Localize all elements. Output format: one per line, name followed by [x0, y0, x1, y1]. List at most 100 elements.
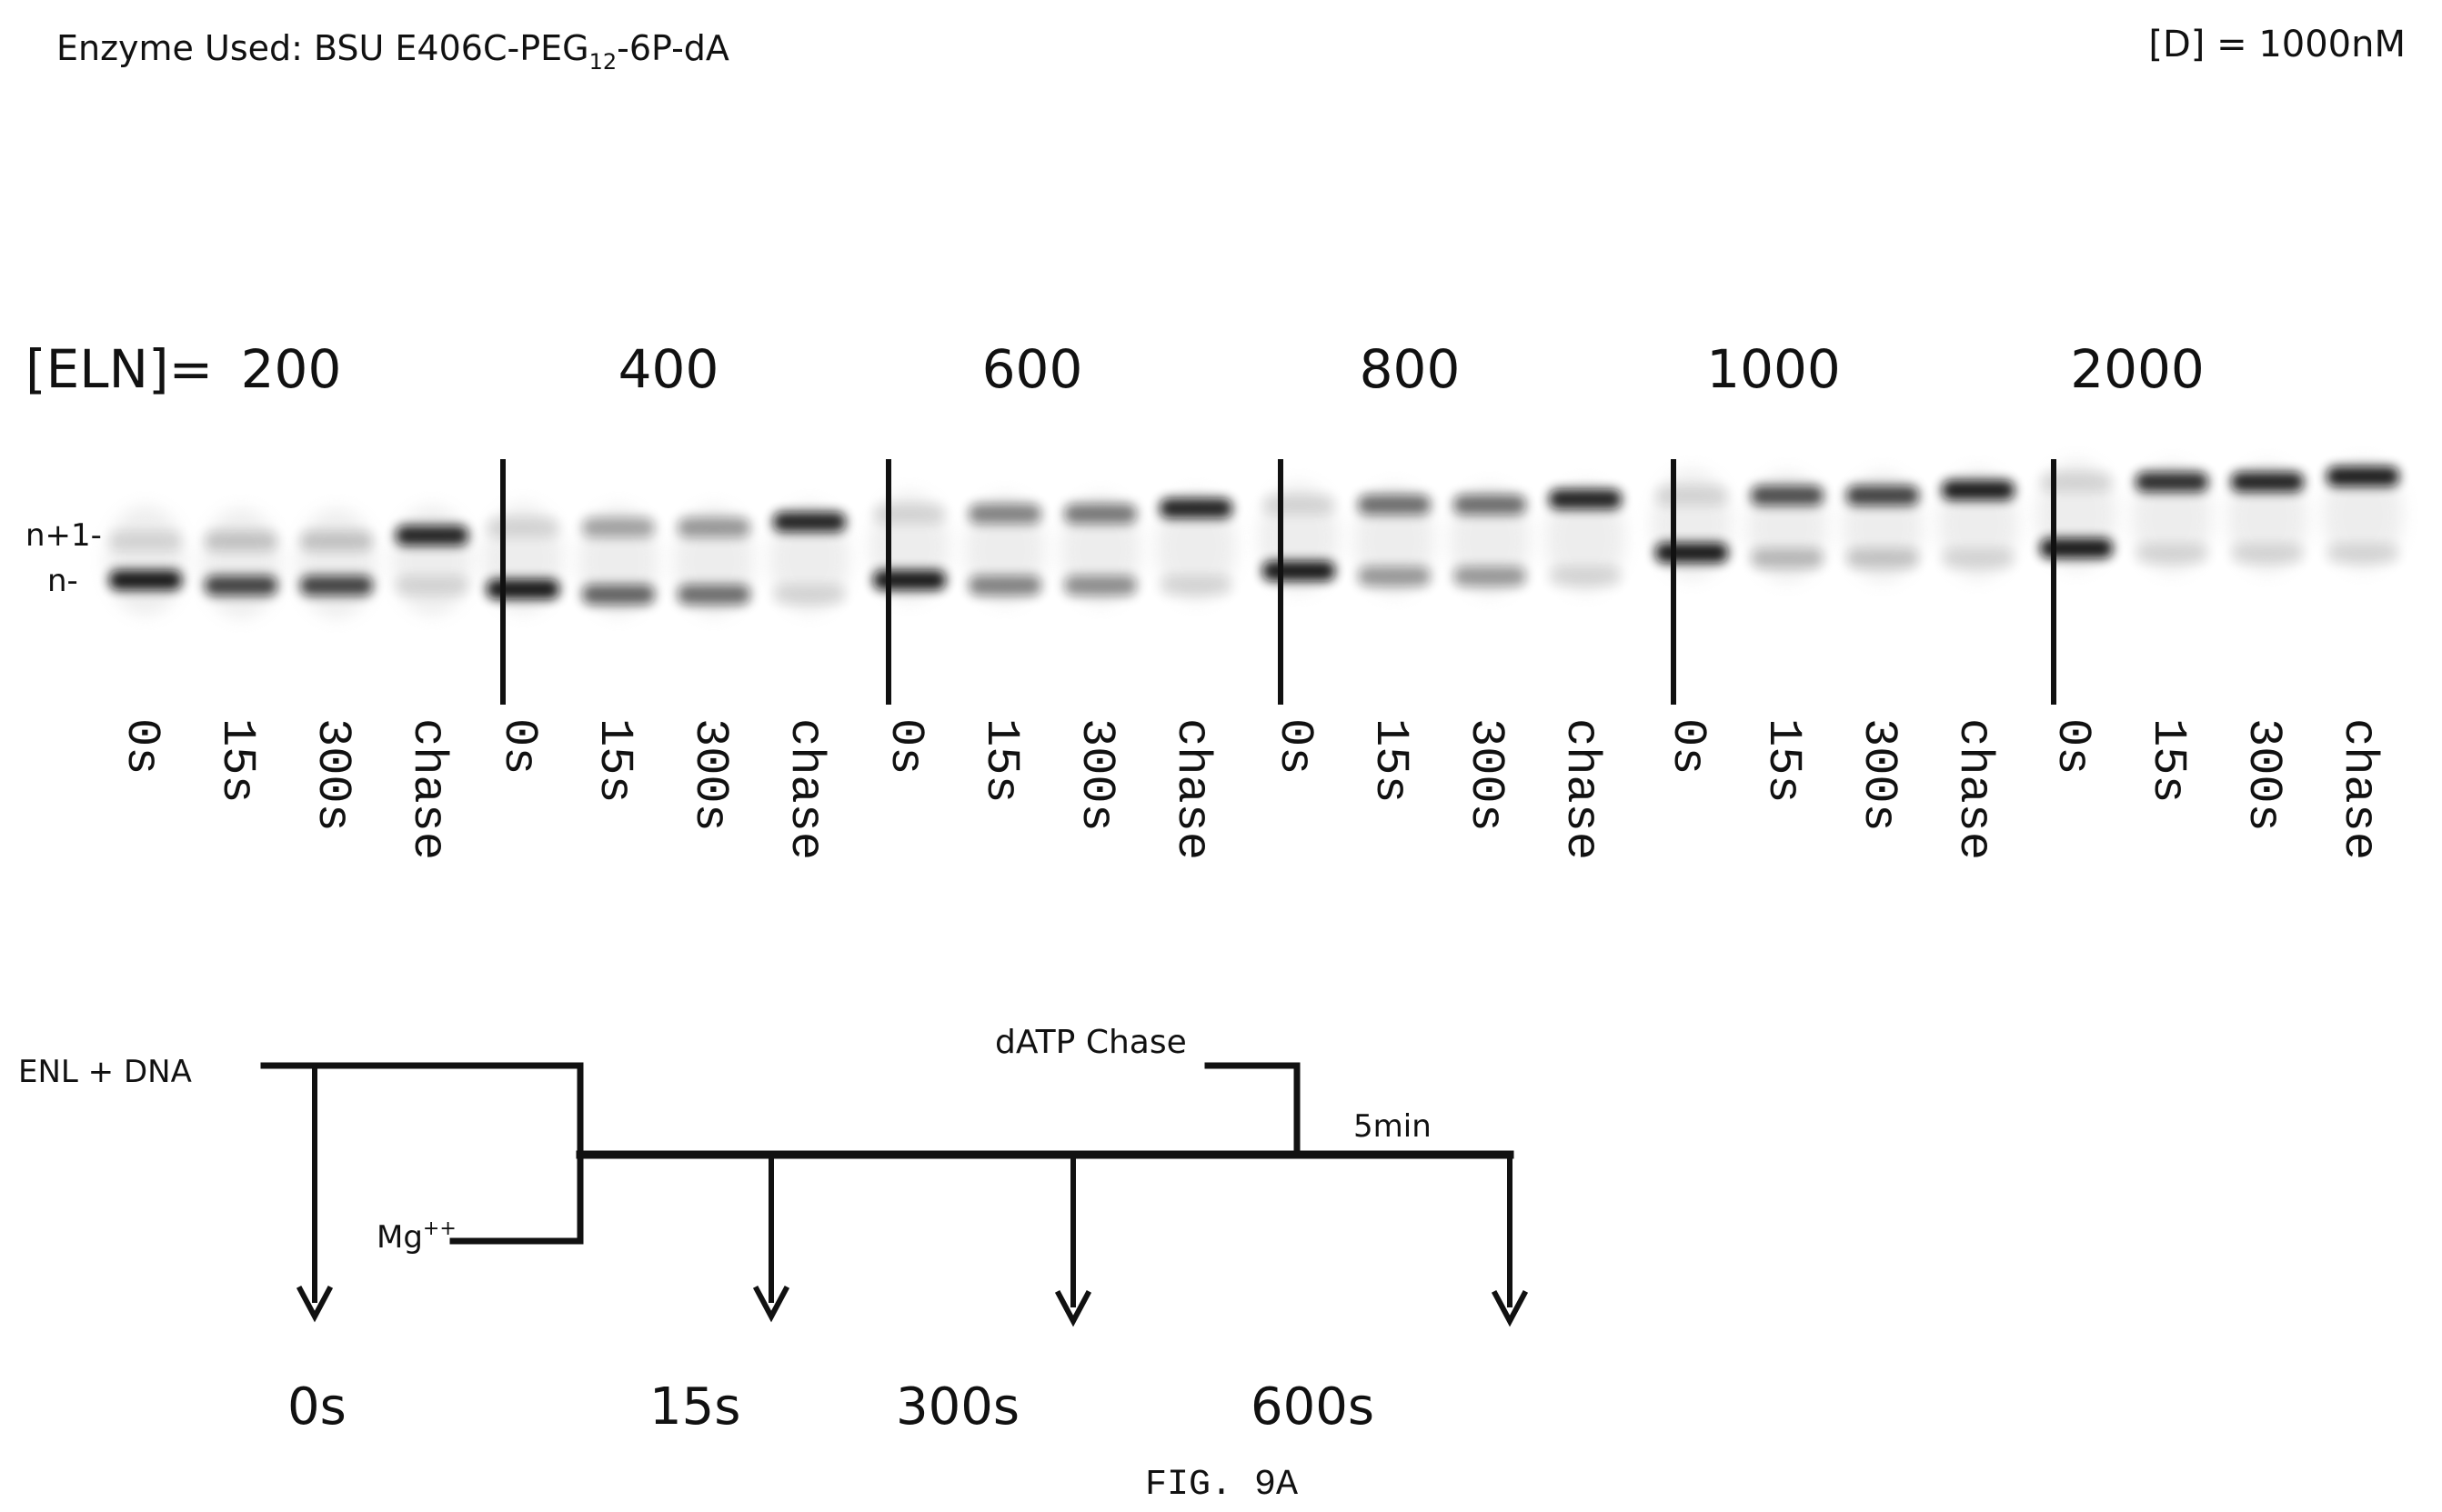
band-n-plus-1 [1358, 495, 1431, 515]
band-n [1453, 566, 1526, 586]
band-n [1064, 576, 1137, 596]
lane-label: 15s [1756, 718, 1810, 804]
lane-label: chase [1165, 718, 1219, 860]
lane-label: chase [779, 718, 832, 860]
band-n-plus-1 [1064, 504, 1137, 524]
band-n-plus-1 [1549, 489, 1622, 509]
lane-smear [392, 506, 472, 616]
band-n [2326, 544, 2399, 564]
arrow-15s-head [752, 1285, 790, 1323]
lane-smear [2323, 460, 2403, 570]
band-n [1942, 548, 2015, 568]
band-n [1655, 543, 1728, 563]
band-n [678, 585, 750, 605]
band-n [873, 570, 946, 590]
band-n-plus-1 [1751, 486, 1824, 506]
band-n-plus-1 [1942, 480, 2015, 500]
band-n-plus-1 [2040, 472, 2113, 492]
arrow-0s-head [296, 1285, 334, 1323]
band-n [1160, 576, 1232, 596]
lane-smear [1156, 492, 1236, 602]
gel-image: 200 0s 15s 300s chase 400 0s 15s 300s chase 600 0s 1… [106, 338, 2403, 860]
lane-label: 0s [492, 718, 546, 775]
band-n-plus-1 [109, 531, 182, 551]
band-n-plus-1 [773, 512, 846, 532]
band-n [2040, 538, 2113, 558]
enl-dna-label: ENL + DNA [18, 1054, 192, 1090]
band-n [773, 585, 846, 605]
band-n [1751, 548, 1824, 568]
band-n [1358, 566, 1431, 586]
datp-chase-label: dATP Chase [995, 1024, 1187, 1061]
band-n-plus-1 [2135, 472, 2208, 492]
band-n-plus-1 [1453, 495, 1526, 515]
mg-label: Mg++ [377, 1217, 457, 1256]
lane-label: 0s [879, 718, 932, 775]
band-n [1549, 566, 1622, 586]
lane-label: 15s [588, 718, 641, 804]
band-n-plus-1 [969, 504, 1041, 524]
lane-label: 0s [1268, 718, 1321, 775]
band-n [396, 576, 468, 596]
lane-label: 15s [974, 718, 1028, 804]
band-n [2135, 544, 2208, 564]
band-n-plus-1 [1655, 486, 1728, 506]
arrow-300s-head [1054, 1289, 1092, 1327]
eln-concentration-1000: 1000 [1706, 338, 1841, 400]
lane-label: chase [1947, 718, 2001, 860]
band-n-plus-1 [2326, 466, 2399, 486]
lane-label: 300s [2236, 718, 2290, 832]
band-n-plus-1 [1160, 498, 1232, 518]
eln-concentration-800: 800 [1360, 338, 1461, 400]
arrow-600s-head [1491, 1289, 1529, 1327]
band-n [300, 576, 373, 596]
band-n [1846, 548, 1919, 568]
lane-label: 300s [1852, 718, 1905, 832]
lane-smear [106, 506, 186, 616]
eln-concentration-200: 200 [241, 338, 342, 400]
band-n-plus-1 [300, 531, 373, 551]
band-n-plus-1 [678, 517, 750, 537]
band-n [1262, 561, 1335, 581]
timepoint-15s: 15s [649, 1377, 740, 1437]
lane-smear [296, 508, 377, 618]
eln-concentration-400: 400 [618, 338, 719, 400]
reaction-scheme [260, 1062, 1529, 1327]
band-n-plus-1 [205, 531, 277, 551]
band-label-upper: n+1- [25, 517, 102, 554]
lane-label: 15s [1363, 718, 1417, 804]
lane-label: 300s [306, 718, 359, 832]
five-min-label: 5min [1353, 1108, 1432, 1145]
lane-label: 300s [1459, 718, 1512, 832]
lane-label: chase [401, 718, 455, 860]
band-n-plus-1 [582, 517, 655, 537]
eln-label: [ELN]= [25, 338, 213, 400]
timepoint-0s: 0s [287, 1377, 347, 1437]
lane-label: 300s [1070, 718, 1123, 832]
band-n-plus-1 [1846, 486, 1919, 506]
band-n [582, 585, 655, 605]
lane-label: 15s [210, 718, 264, 804]
band-n-plus-1 [2231, 472, 2304, 492]
lane-label: chase [1554, 718, 1608, 860]
band-n [487, 579, 559, 599]
enzyme-label: Enzyme Used: BSU E406C-PEG12-6P-dA [56, 28, 729, 75]
band-n [969, 576, 1041, 596]
timepoint-300s: 300s [896, 1377, 1020, 1437]
eln-concentration-2000: 2000 [2070, 338, 2205, 400]
band-n-plus-1 [1262, 495, 1335, 515]
lane-label: 0s [2045, 718, 2099, 775]
band-n [205, 576, 277, 596]
figure-caption: FIG. 9A [1145, 1465, 1298, 1506]
band-label-lower: n- [47, 563, 78, 599]
band-n [2231, 544, 2304, 564]
lane-label: 15s [2141, 718, 2195, 804]
lane-label: 0s [1661, 718, 1714, 775]
lane-label: 300s [683, 718, 737, 832]
dna-concentration-label: [D] = 1000nM [2148, 24, 2406, 65]
band-n [109, 570, 182, 590]
lane-label: chase [2332, 718, 2386, 860]
timepoint-600s: 600s [1251, 1377, 1374, 1437]
eln-concentration-600: 600 [982, 338, 1083, 400]
band-n-plus-1 [487, 517, 559, 537]
